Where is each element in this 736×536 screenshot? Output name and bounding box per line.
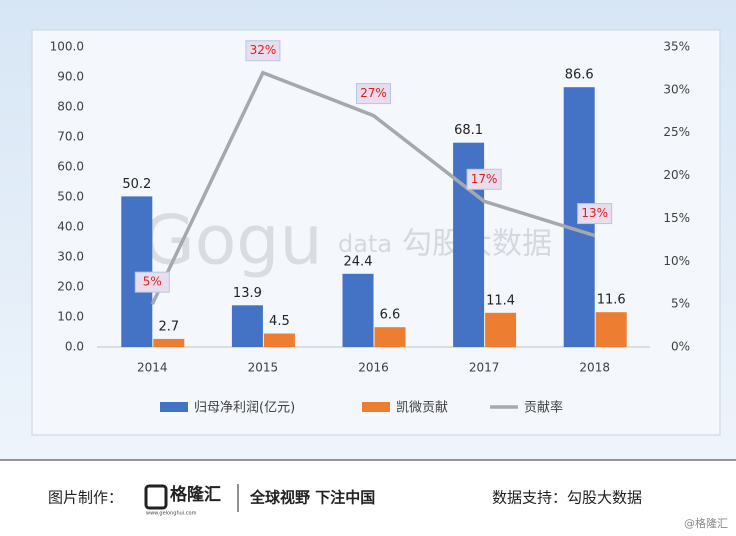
value-label: 4.5 (269, 314, 290, 329)
x-tick-label: 2015 (248, 361, 279, 375)
bar (595, 312, 627, 347)
bar (153, 338, 185, 347)
x-tick-label: 2014 (137, 361, 168, 375)
legend-label: 归母净利润(亿元) (194, 401, 295, 416)
value-label: 86.6 (565, 68, 594, 83)
y2-tick-label: 20% (663, 168, 690, 182)
value-label-bg (356, 83, 391, 105)
legend-label: 凯微贡献 (396, 401, 448, 416)
x-tick-label: 2018 (579, 361, 610, 375)
y2-tick-label: 10% (663, 254, 690, 268)
y2-tick-label: 35% (663, 40, 690, 54)
value-label: 24.4 (344, 254, 373, 269)
value-label: 11.6 (597, 293, 626, 308)
bar (374, 327, 406, 347)
y-tick-label: 100.0 (50, 40, 84, 54)
y-tick-label: 0.0 (65, 340, 84, 354)
value-label: 68.1 (454, 123, 483, 138)
value-label: 6.6 (380, 308, 401, 323)
legend-swatch (362, 402, 390, 412)
footer-logo-url: www.gelonghui.com (146, 511, 197, 517)
value-label: 13% (581, 206, 608, 220)
value-label: 11.4 (486, 293, 515, 308)
y-tick-label: 40.0 (57, 220, 84, 234)
footer-slogan: 全球视野 下注中国 (249, 489, 375, 507)
y2-tick-label: 15% (663, 211, 690, 225)
logo-icon (144, 484, 168, 510)
y-tick-label: 50.0 (57, 190, 84, 204)
value-label: 32% (250, 43, 277, 57)
line (150, 70, 596, 305)
y2-tick-label: 0% (671, 340, 690, 354)
bar (263, 333, 295, 347)
value-label: 17% (471, 172, 498, 186)
value-label: 27% (360, 86, 387, 100)
value-label-bg (134, 271, 170, 293)
footer-bg (0, 460, 736, 536)
y-tick-label: 20.0 (57, 280, 84, 294)
x-tick-label: 2016 (358, 361, 389, 375)
y-tick-label: 70.0 (57, 130, 84, 144)
value-label: 5% (143, 275, 162, 289)
x-tick-label: 2017 (469, 361, 500, 375)
y-tick-label: 90.0 (57, 70, 84, 84)
watermark-brand: Gogu (142, 202, 323, 281)
bar (485, 312, 517, 347)
bar (231, 305, 263, 347)
value-label-bg (245, 40, 281, 62)
y-tick-label: 10.0 (57, 310, 84, 324)
y2-tick-label: 25% (663, 125, 690, 139)
y-tick-label: 30.0 (57, 250, 84, 264)
legend-label: 贡献率 (524, 400, 563, 416)
watermark-suffix: data (338, 230, 392, 258)
footer-made-by: 图片制作： (48, 489, 123, 507)
legend-swatch (160, 402, 188, 412)
y-tick-label: 80.0 (57, 100, 84, 114)
y-tick-label: 60.0 (57, 160, 84, 174)
value-label-bg (466, 168, 502, 190)
y2-tick-label: 5% (671, 297, 690, 311)
value-label: 50.2 (122, 177, 151, 192)
footer-credit: @格隆汇 (684, 516, 728, 530)
value-label: 2.7 (158, 319, 179, 334)
footer-logo: 格隆汇 (170, 484, 221, 505)
value-label-bg (577, 203, 613, 225)
bar (342, 273, 374, 347)
y2-tick-label: 30% (663, 82, 690, 96)
value-label: 13.9 (233, 286, 262, 301)
footer-data-by: 数据支持：勾股大数据 (492, 489, 642, 507)
